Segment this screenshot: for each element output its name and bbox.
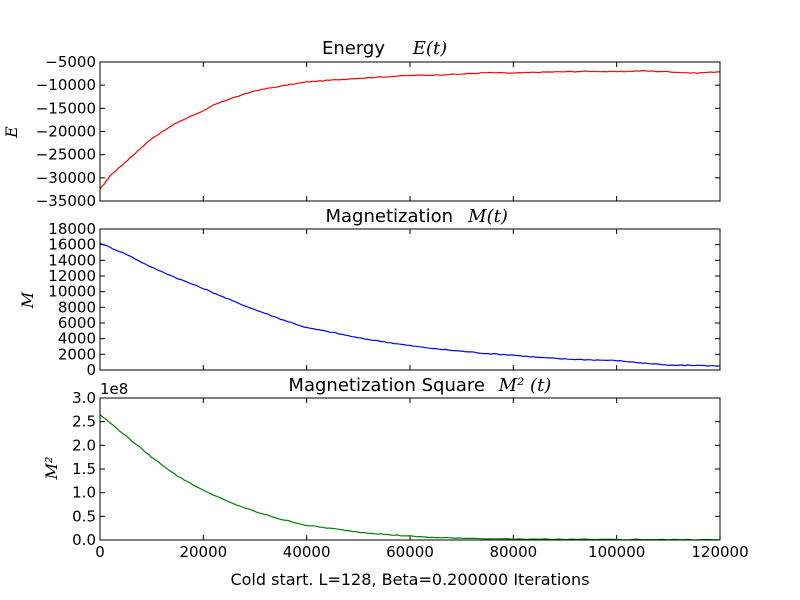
magnetization-ytick-label: 12000	[48, 267, 96, 285]
magnetization-square-title-math: M² (t)	[498, 375, 552, 396]
magnetization-title: Magnetization	[326, 206, 454, 227]
energy-panel: Energy E(t) E −35000 −30000 −25000 −20000 −1…	[2, 38, 721, 210]
magnetization-ytick-label: 10000	[48, 283, 96, 301]
energy-ytick-label: −10000	[36, 76, 96, 94]
magnetization-panel: Magnetization M(t) M 0200040006000800010…	[18, 206, 721, 379]
magnetization-square-title: Magnetization Square	[288, 375, 485, 396]
xtick-label: 100000	[588, 543, 645, 561]
magnetization-square-ytick-label: 0.0	[72, 531, 96, 549]
xtick-label: 60000	[386, 543, 434, 561]
magnetization-square-panel: Magnetization Square M² (t) M² 1e8 0.0 0.…	[42, 375, 721, 549]
magnetization-ytick-label: 16000	[48, 236, 96, 254]
magnetization-square-ytick-label: 2.0	[72, 436, 96, 454]
magnetization-square-ytick-label: 1.0	[72, 484, 96, 502]
magnetization-ytick-label: 8000	[58, 298, 96, 316]
magnetization-ylabel: M	[18, 291, 37, 309]
magnetization-ytick-label: 0	[86, 361, 96, 379]
x-axis-label: Cold start. L=128, Beta=0.200000 Iterati…	[230, 570, 589, 589]
x-axis-ticks: 0 20000 40000 60000 80000 100000 120000	[95, 543, 748, 561]
magnetization-square-axes-frame	[99, 397, 721, 541]
magnetization-ytick-label: 18000	[48, 220, 96, 238]
energy-ytick-label: −5000	[45, 53, 96, 71]
magnetization-square-ytick-label: 1.5	[72, 460, 96, 478]
energy-title-math: E(t)	[412, 38, 447, 59]
magnetization-ytick-label: 4000	[58, 330, 96, 348]
xtick-label: 40000	[283, 543, 331, 561]
energy-y-ticks: −35000 −30000 −25000 −20000 −15000 −10000 −500…	[36, 53, 721, 210]
energy-title: Energy	[322, 38, 385, 59]
magnetization-axes-frame	[99, 228, 721, 371]
magnetization-square-ylabel: M²	[42, 457, 61, 481]
xtick-label: 80000	[489, 543, 537, 561]
energy-ytick-label: −15000	[36, 99, 96, 117]
magnetization-title-math: M(t)	[467, 206, 508, 227]
energy-series-line	[99, 69, 721, 190]
magnetization-square-ytick-label: 2.5	[72, 413, 96, 431]
magnetization-square-ytick-label: 0.5	[72, 507, 96, 525]
magnetization-ytick-label: 14000	[48, 251, 96, 269]
magnetization-y-ticks: 0200040006000800010000120001400016000180…	[48, 220, 721, 379]
magnetization-ytick-label: 6000	[58, 314, 96, 332]
magnetization-ytick-label: 2000	[58, 345, 96, 363]
xtick-label: 120000	[691, 543, 748, 561]
energy-axes-frame	[99, 61, 721, 202]
xtick-label: 20000	[179, 543, 227, 561]
energy-ytick-label: −30000	[36, 169, 96, 187]
magnetization-series-line	[99, 242, 720, 367]
magnetization-square-ytick-label: 3.0	[72, 389, 96, 407]
energy-ytick-label: −20000	[36, 123, 96, 141]
energy-ytick-label: −25000	[36, 146, 96, 164]
energy-ylabel: E	[2, 126, 21, 139]
magnetization-square-series-line	[99, 414, 721, 541]
magnetization-square-offset-text: 1e8	[100, 380, 128, 398]
xtick-label: 0	[95, 543, 105, 561]
energy-ytick-label: −35000	[36, 192, 96, 210]
